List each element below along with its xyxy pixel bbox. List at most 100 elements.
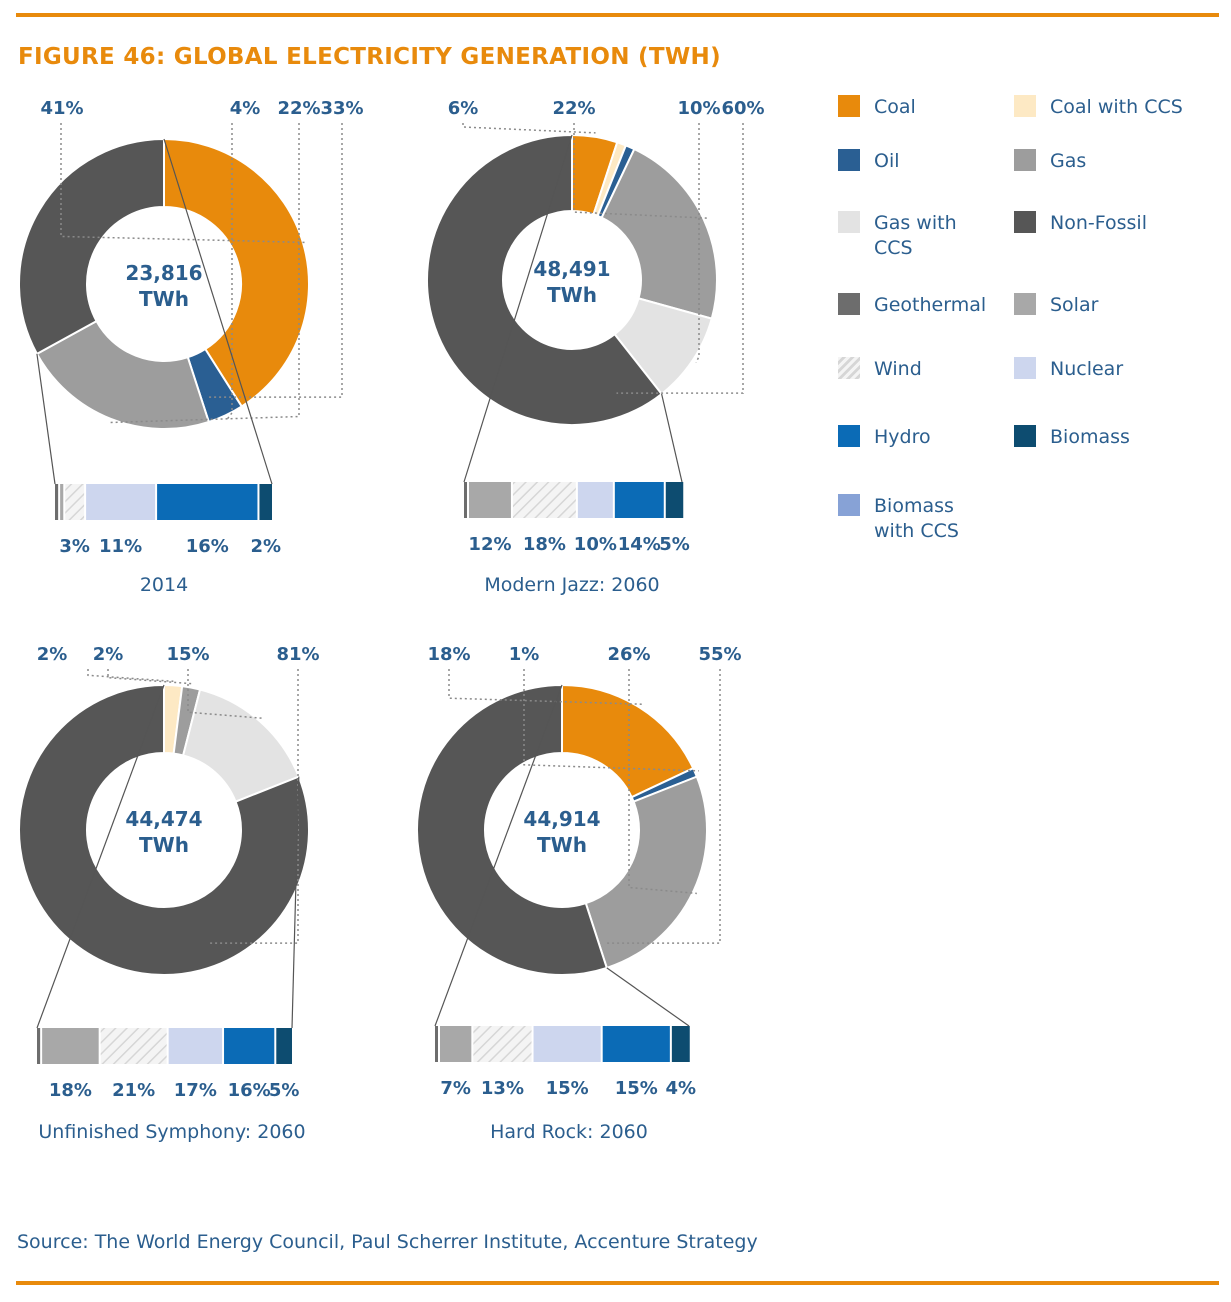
donut-slice-non-fossil [416, 683, 609, 976]
connector-line-left [36, 353, 56, 485]
legend-label: Wind [874, 358, 922, 380]
hydro-swatch [838, 425, 860, 447]
leader-line-non-fossil [616, 123, 744, 394]
donut-label-coal: 41% [40, 98, 83, 119]
breakdown-label-hydro: 16% [186, 536, 229, 557]
breakdown-bar-geothermal [435, 1026, 438, 1062]
legend-item-solar: Solar [1014, 293, 1190, 318]
connector-line-right [606, 967, 690, 1027]
legend-item-nuclear: Nuclear [1014, 357, 1190, 382]
breakdown-bar-wind [65, 484, 85, 520]
breakdown-bar-biomass [259, 484, 272, 520]
connector-line-right [163, 138, 273, 485]
breakdown-bar-geothermal [55, 484, 59, 520]
donut-label-non-fossil: 33% [320, 98, 363, 119]
legend-label: Hydro [874, 426, 931, 448]
donut-slice-non-fossil [426, 133, 664, 426]
donut-label-coal-with-ccs: 2% [37, 644, 68, 665]
breakdown-bar-wind [100, 1028, 167, 1064]
donut-label-coal: 6% [448, 98, 479, 119]
breakdown-bar-geothermal [37, 1028, 41, 1064]
breakdown-bar-hydro [157, 484, 258, 520]
legend-item-biomass-with-ccs: Biomass with CCS [838, 494, 966, 544]
solar-swatch [1014, 293, 1036, 315]
breakdown-bar-hydro [224, 1028, 275, 1064]
chart-caption: Hard Rock: 2060 [490, 1121, 648, 1143]
donut-slice-non-fossil [18, 137, 165, 356]
breakdown-bar-wind [512, 482, 576, 518]
donut-label-gas: 2% [93, 644, 124, 665]
center-value: 48,491 [533, 257, 610, 281]
connector-line-left [36, 684, 165, 1029]
breakdown-bar-nuclear [168, 1028, 223, 1064]
donut-slice-gas [584, 775, 708, 970]
breakdown-label-nuclear: 11% [99, 536, 142, 557]
leader-line-gas [109, 123, 300, 424]
donut-label-gas-with-ccs: 10% [677, 98, 720, 119]
center-value: 44,914 [523, 807, 600, 831]
breakdown-label-wind: 13% [481, 1078, 524, 1099]
breakdown-bar-solar [42, 1028, 99, 1064]
legend-item-wind: Wind [838, 357, 1014, 382]
breakdown-label-hydro: 16% [228, 1080, 271, 1101]
donut-slice-coal [163, 137, 310, 408]
chart-modern-jazz-2060 [426, 123, 744, 518]
donut-label-gas: 22% [552, 98, 595, 119]
breakdown-bar-nuclear [533, 1026, 601, 1062]
legend-label: Oil [874, 150, 900, 172]
breakdown-bar-biomass [671, 1026, 690, 1062]
coal-ccs-swatch [1014, 95, 1036, 117]
breakdown-bar-biomass [276, 1028, 292, 1064]
breakdown-bar-nuclear [577, 482, 613, 518]
bottom-rule [16, 1281, 1219, 1285]
breakdown-label-nuclear: 10% [574, 534, 617, 555]
legend-item-hydro: Hydro [838, 425, 1014, 450]
legend-label: Non-Fossil [1050, 212, 1147, 234]
biomass-ccs-swatch [838, 494, 860, 516]
chart-caption: 2014 [140, 574, 188, 596]
donut-label-oil: 4% [230, 98, 261, 119]
legend-item-geothermal: Geothermal [838, 293, 1014, 318]
breakdown-label-solar: 18% [49, 1080, 92, 1101]
chart-2014 [18, 123, 343, 520]
donut-slice-non-fossil [18, 683, 310, 976]
breakdown-label-solar: 7% [440, 1078, 471, 1099]
connector-line-left [434, 684, 563, 1027]
breakdown-label-hydro: 15% [615, 1078, 658, 1099]
legend-label: Gas [1050, 150, 1087, 172]
breakdown-bar-wind [473, 1026, 532, 1062]
non-fossil-swatch [1014, 211, 1036, 233]
breakdown-bar-solar [469, 482, 511, 518]
donut-label-coal: 18% [427, 644, 470, 665]
breakdown-bar-hydro [614, 482, 664, 518]
breakdown-bar-solar [60, 484, 64, 520]
top-rule [16, 13, 1219, 17]
legend-item-gas: Gas [1014, 149, 1190, 174]
breakdown-bar-geothermal [464, 482, 467, 518]
donut-label-gas: 26% [607, 644, 650, 665]
center-unit: TWh [547, 283, 597, 307]
nuclear-swatch [1014, 357, 1036, 379]
wind-swatch [838, 357, 860, 379]
legend-item-coal-with-ccs: Coal with CCS [1014, 95, 1190, 120]
breakdown-label-nuclear: 15% [546, 1078, 589, 1099]
donut-label-non-fossil: 60% [721, 98, 764, 119]
breakdown-label-wind: 18% [523, 534, 566, 555]
center-unit: TWh [537, 833, 587, 857]
breakdown-label-biomass: 4% [666, 1078, 697, 1099]
legend-item-oil: Oil [838, 149, 1014, 174]
legend-item-gas-with-ccs: Gas with CCS [838, 211, 966, 261]
donut-slice-coal [561, 683, 695, 799]
chart-unfinished-symphony-2060 [18, 669, 310, 1064]
breakdown-label-biomass: 5% [269, 1080, 300, 1101]
legend-label: Geothermal [874, 294, 987, 316]
gas-swatch [1014, 149, 1036, 171]
breakdown-bar-biomass [665, 482, 684, 518]
donut-label-oil: 1% [509, 644, 540, 665]
breakdown-bar-solar [440, 1026, 472, 1062]
legend-label: Biomass with CCS [874, 495, 959, 542]
legend-label: Coal [874, 96, 916, 118]
legend-item-biomass: Biomass [1014, 425, 1190, 450]
chart-hard-rock-2060 [416, 669, 721, 1062]
legend-label: Gas with CCS [874, 212, 957, 259]
